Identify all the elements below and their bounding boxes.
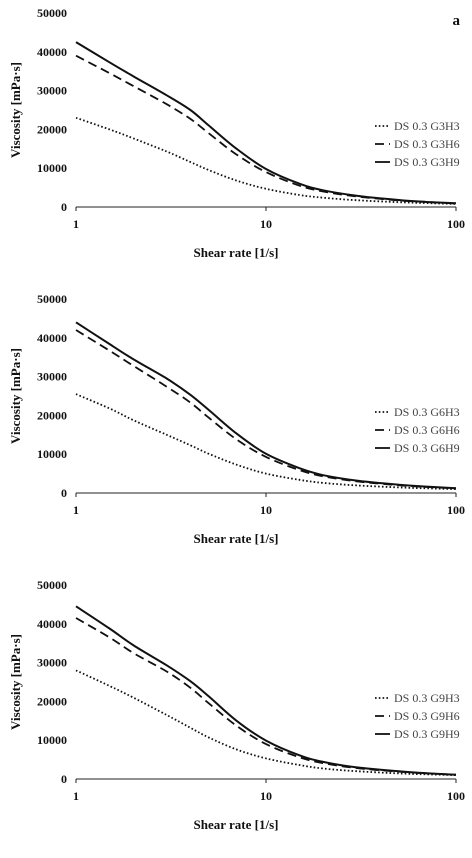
- y-tick-label: 0: [61, 200, 67, 214]
- y-tick-label: 20000: [37, 122, 67, 136]
- y-tick-label: 10000: [37, 447, 67, 461]
- legend-label: DS 0.3 G3H6: [394, 137, 460, 151]
- series-line-3: [75, 605, 457, 776]
- x-tick-label: 10: [260, 503, 272, 517]
- series-line-2: [75, 617, 457, 776]
- y-tick-label: 50000: [37, 6, 67, 20]
- x-tick-label: 1: [73, 503, 79, 517]
- legend-label: DS 0.3 G3H3: [394, 119, 460, 133]
- y-tick-label: 40000: [37, 617, 67, 631]
- y-tick-label: 50000: [37, 292, 67, 306]
- legend-label: DS 0.3 G3H9: [394, 155, 460, 169]
- y-tick-label: 0: [61, 486, 67, 500]
- y-tick-label: 40000: [37, 45, 67, 59]
- x-tick-label: 100: [447, 503, 465, 517]
- y-tick-label: 0: [61, 772, 67, 786]
- legend-label: DS 0.3 G9H3: [394, 691, 460, 705]
- x-tick-label: 100: [447, 789, 465, 803]
- legend-label: DS 0.3 G6H6: [394, 423, 460, 437]
- series-line-3: [75, 41, 457, 205]
- series-line-1: [75, 393, 457, 490]
- series-line-2: [75, 329, 457, 490]
- legend-label: DS 0.3 G9H9: [394, 727, 460, 741]
- viscosity-chart-2: 1 10 100 0 10000 20000 30000 40000 50000 Shear ra…: [8, 292, 465, 546]
- y-axis-title: Viscosity [mPa·s]: [8, 62, 23, 158]
- x-tick-label: 100: [447, 217, 465, 231]
- x-axis-title: Shear rate [1/s]: [194, 531, 279, 546]
- y-axis-title: Viscosity [mPa·s]: [8, 348, 23, 444]
- x-tick-label: 1: [73, 789, 79, 803]
- y-tick-label: 10000: [37, 161, 67, 175]
- viscosity-chart-3: 1 10 100 0 10000 20000 30000 40000 50000 Shear ra…: [8, 578, 465, 832]
- y-tick-label: 30000: [37, 84, 67, 98]
- y-tick-label: 20000: [37, 694, 67, 708]
- x-tick-label: 10: [260, 789, 272, 803]
- panel-label: a: [453, 13, 461, 29]
- series-line-1: [75, 669, 457, 776]
- y-tick-label: 30000: [37, 370, 67, 384]
- legend-label: DS 0.3 G6H3: [394, 405, 460, 419]
- x-axis-title: Shear rate [1/s]: [194, 245, 279, 260]
- viscosity-chart-1: 1 10 100 0 10000 20000 30000 40000 50000 Shear ra…: [8, 6, 465, 260]
- y-tick-label: 50000: [37, 578, 67, 592]
- chart-panel-3: 1 10 100 0 10000 20000 30000 40000 50000 Shear ra…: [0, 572, 472, 858]
- y-tick-label: 10000: [37, 733, 67, 747]
- y-tick-label: 20000: [37, 408, 67, 422]
- legend-label: DS 0.3 G9H6: [394, 709, 460, 723]
- legend-label: DS 0.3 G6H9: [394, 441, 460, 455]
- y-tick-label: 30000: [37, 656, 67, 670]
- chart-panel-1: 1 10 100 0 10000 20000 30000 40000 50000 Shear ra…: [0, 0, 472, 286]
- y-axis-title: Viscosity [mPa·s]: [8, 634, 23, 730]
- x-tick-label: 10: [260, 217, 272, 231]
- y-tick-label: 40000: [37, 331, 67, 345]
- chart-panel-2: 1 10 100 0 10000 20000 30000 40000 50000 Shear ra…: [0, 286, 472, 572]
- x-axis-title: Shear rate [1/s]: [194, 817, 279, 832]
- series-line-1: [75, 116, 457, 205]
- series-line-3: [75, 321, 457, 490]
- x-tick-label: 1: [73, 217, 79, 231]
